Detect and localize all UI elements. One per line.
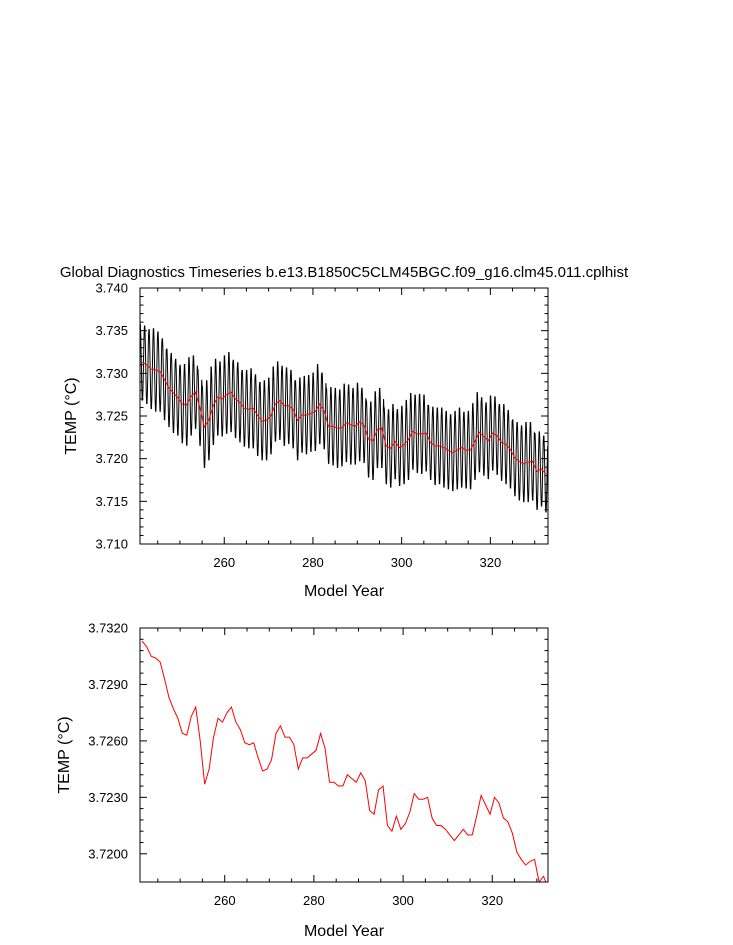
bottom-chart: 260 280 300 320 3.7200 3.7230 3.7260 3.7290 3.73…	[56, 621, 549, 940]
y-tick-label: 3.7200	[88, 846, 128, 861]
y-tick-label: 3.715	[95, 494, 128, 509]
series-line-monthly	[140, 323, 548, 513]
x-tick-label: 320	[481, 893, 503, 908]
y-tick-label: 3.7230	[88, 790, 128, 805]
bottom-chart-ticks	[140, 627, 548, 882]
top-chart-tick-labels: 260 280 300 320 3.710 3.715 3.720 3.725 3.730 3.7…	[95, 281, 501, 571]
y-tick-label: 3.730	[95, 366, 128, 381]
y-tick-label: 3.740	[95, 281, 128, 296]
y-tick-label: 3.710	[95, 537, 128, 552]
y-tick-label: 3.735	[95, 323, 128, 338]
y-tick-label: 3.7290	[88, 677, 128, 692]
y-tick-label: 3.725	[95, 409, 128, 424]
top-chart: Global Diagnostics Timeseries b.e13.B185…	[60, 264, 629, 600]
series-line-annual	[141, 361, 547, 475]
top-x-axis-label: Model Year	[304, 583, 385, 600]
bottom-plot-frame	[139, 627, 549, 883]
top-y-axis-label: TEMP (°C)	[63, 377, 80, 454]
x-tick-label: 300	[392, 893, 414, 908]
chart-title: Global Diagnostics Timeseries b.e13.B185…	[60, 264, 629, 281]
x-tick-label: 280	[302, 555, 324, 570]
x-tick-label: 280	[303, 893, 325, 908]
bottom-x-axis-label: Model Year	[304, 923, 385, 940]
y-tick-label: 3.7260	[88, 733, 128, 748]
y-tick-label: 3.720	[95, 451, 128, 466]
top-plot-frame	[139, 287, 549, 545]
y-tick-label: 3.7320	[88, 621, 128, 636]
series-line-annual	[141, 640, 547, 882]
x-tick-label: 320	[479, 555, 501, 570]
x-tick-label: 260	[213, 555, 235, 570]
x-tick-label: 300	[391, 555, 413, 570]
bottom-y-axis-label: TEMP (°C)	[56, 716, 73, 793]
bottom-chart-series	[141, 640, 547, 882]
x-tick-label: 260	[214, 893, 236, 908]
top-chart-series	[140, 323, 548, 513]
bottom-chart-tick-labels: 260 280 300 320 3.7200 3.7230 3.7260 3.7290 3.73…	[88, 621, 503, 909]
